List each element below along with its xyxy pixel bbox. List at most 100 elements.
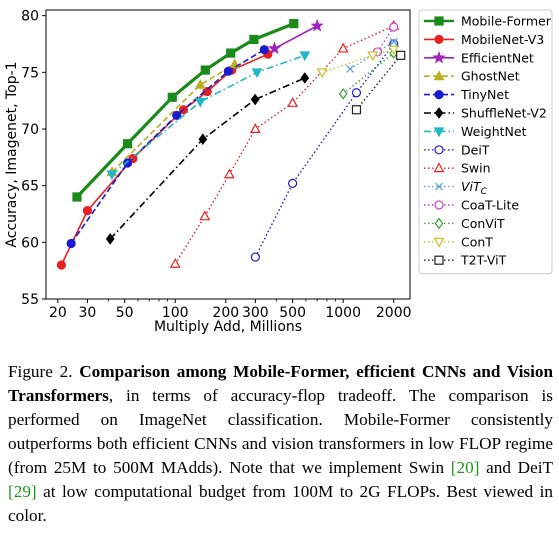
series-line-mobilenet-v3 [60, 53, 269, 266]
data-point-mobile-former [200, 65, 210, 75]
series-line-convit [342, 52, 395, 95]
data-point-cont [367, 51, 379, 62]
series-line-deit [254, 43, 395, 258]
data-point-weightnet [251, 68, 263, 79]
data-point-swin [287, 97, 299, 107]
data-point-shufflenet-v2 [198, 133, 208, 146]
series-line-weightnet [111, 54, 306, 175]
legend-item-vitc: ViTC [424, 179, 488, 197]
data-point-shufflenet-v2 [300, 72, 310, 84]
plot-area [56, 18, 406, 270]
series-line-cont [321, 48, 394, 73]
data-point-tinynet [172, 110, 182, 121]
legend-label: ShuffleNet-V2 [461, 106, 547, 121]
x-tick-label: 300 [242, 305, 269, 321]
data-point-mobile-former [167, 92, 177, 102]
x-tick-label: 50 [116, 305, 134, 321]
legend-marker [435, 182, 443, 191]
legend-marker [434, 16, 444, 26]
legend-item-tinynet: TinyNet [424, 87, 509, 102]
data-point-t2t-vit [351, 105, 362, 115]
legend-label: WeightNet [461, 124, 527, 139]
data-point-tinynet [122, 158, 133, 168]
legend-item-swin: Swin [424, 161, 491, 176]
data-point-swin [223, 168, 235, 179]
series-weightnet [106, 51, 311, 181]
legend-marker [434, 107, 444, 119]
legend-label: Mobile-Former [461, 14, 552, 29]
legend-label: T2T-ViT [460, 253, 507, 268]
legend-marker [434, 200, 444, 210]
x-tick-label: 2000 [376, 305, 412, 321]
series-line-coat-lite [376, 26, 395, 53]
data-point-tinynet [66, 238, 76, 249]
data-point-cont [316, 68, 328, 79]
y-tick-label: 55 [21, 292, 39, 308]
legend-item-weightnet: WeightNet [424, 124, 527, 139]
legend-item-mobilenet-v3: MobileNet-V3 [424, 32, 544, 47]
series-tinynet [66, 45, 269, 249]
data-point-swin [249, 123, 261, 133]
data-point-efficientnet [267, 41, 282, 55]
series-mobile-former [72, 19, 299, 202]
legend-marker [433, 70, 445, 81]
legend-marker [434, 34, 444, 45]
series-line-efficientnet [274, 25, 318, 50]
x-tick-label: 30 [79, 305, 97, 321]
legend-label: MobileNet-V3 [461, 32, 544, 47]
legend-item-ghostnet: GhostNet [424, 69, 520, 84]
data-point-ghostnet [229, 58, 241, 69]
data-point-mobilenet-v3 [56, 260, 67, 270]
series-mobilenet-v3 [56, 49, 273, 270]
legend-label: ViTC [461, 179, 488, 197]
data-point-vitc [346, 64, 355, 73]
caption-text-3: at low computational budget from 100M to… [8, 482, 553, 525]
y-tick-label: 65 [21, 179, 39, 195]
data-point-shufflenet-v2 [250, 93, 260, 106]
legend-marker [434, 145, 444, 155]
data-point-mobilenet-v3 [202, 86, 212, 97]
axes: 55 60 65 70 75 80 20 30 50 100 200 300 500 1000 2000 Mu… [4, 9, 412, 335]
citation-deit[interactable]: [29] [8, 482, 37, 501]
caption-bold-title: Comparison among Mobile-Former, efficien… [8, 362, 554, 405]
series-cont [316, 45, 400, 79]
data-point-cont [388, 45, 400, 56]
axes-frame [45, 9, 411, 300]
x-axis-label: Multiply Add, Millions [154, 319, 302, 335]
citation-swin[interactable]: [20] [450, 458, 480, 477]
data-point-weightnet [106, 170, 118, 181]
legend-label: GhostNet [461, 69, 520, 84]
data-point-convit [338, 88, 348, 100]
caption-text-1: , in terms of accuracy-flop tradeoff. Th… [8, 386, 553, 477]
legend-item-cont: ConT [424, 234, 493, 249]
data-point-tinynet [223, 66, 233, 76]
x-tick-label: 20 [49, 305, 67, 321]
data-point-shufflenet-v2 [105, 233, 115, 245]
series-line-ghostnet [111, 63, 236, 173]
data-point-vitc [389, 37, 398, 46]
data-point-t2t-vit [396, 50, 406, 60]
data-point-mobilenet-v3 [82, 206, 93, 216]
data-point-mobile-former [72, 192, 82, 202]
legend-label: EfficientNet [461, 50, 534, 65]
legend-item-shufflenet-v2: ShuffleNet-V2 [424, 106, 547, 121]
legend-item-convit: ConViT [424, 216, 505, 231]
y-tick-label: 70 [21, 122, 39, 138]
legend-label: ConViT [461, 216, 505, 231]
x-tick-label: 200 [212, 305, 239, 321]
series-line-shufflenet-v2 [109, 77, 306, 240]
y-tick-label: 75 [21, 65, 39, 81]
x-tick-label: 100 [162, 305, 189, 321]
y-axis-label: Accuracy, Imagenet, Top-1 [4, 61, 20, 247]
caption-text-2: and DeiT [479, 458, 553, 477]
legend-item-deit: DeiT [424, 142, 490, 157]
data-point-mobile-former [122, 139, 133, 149]
legend-marker [433, 127, 445, 138]
legend-label: ConT [461, 234, 493, 249]
y-tick-label: 80 [21, 9, 39, 25]
y-tick-label: 60 [21, 235, 39, 251]
legend-item-t2t-vit: T2T-ViT [424, 253, 507, 268]
x-tick-label: 1000 [325, 305, 361, 321]
data-point-swin [169, 258, 181, 268]
series-line-vitc [349, 41, 395, 70]
